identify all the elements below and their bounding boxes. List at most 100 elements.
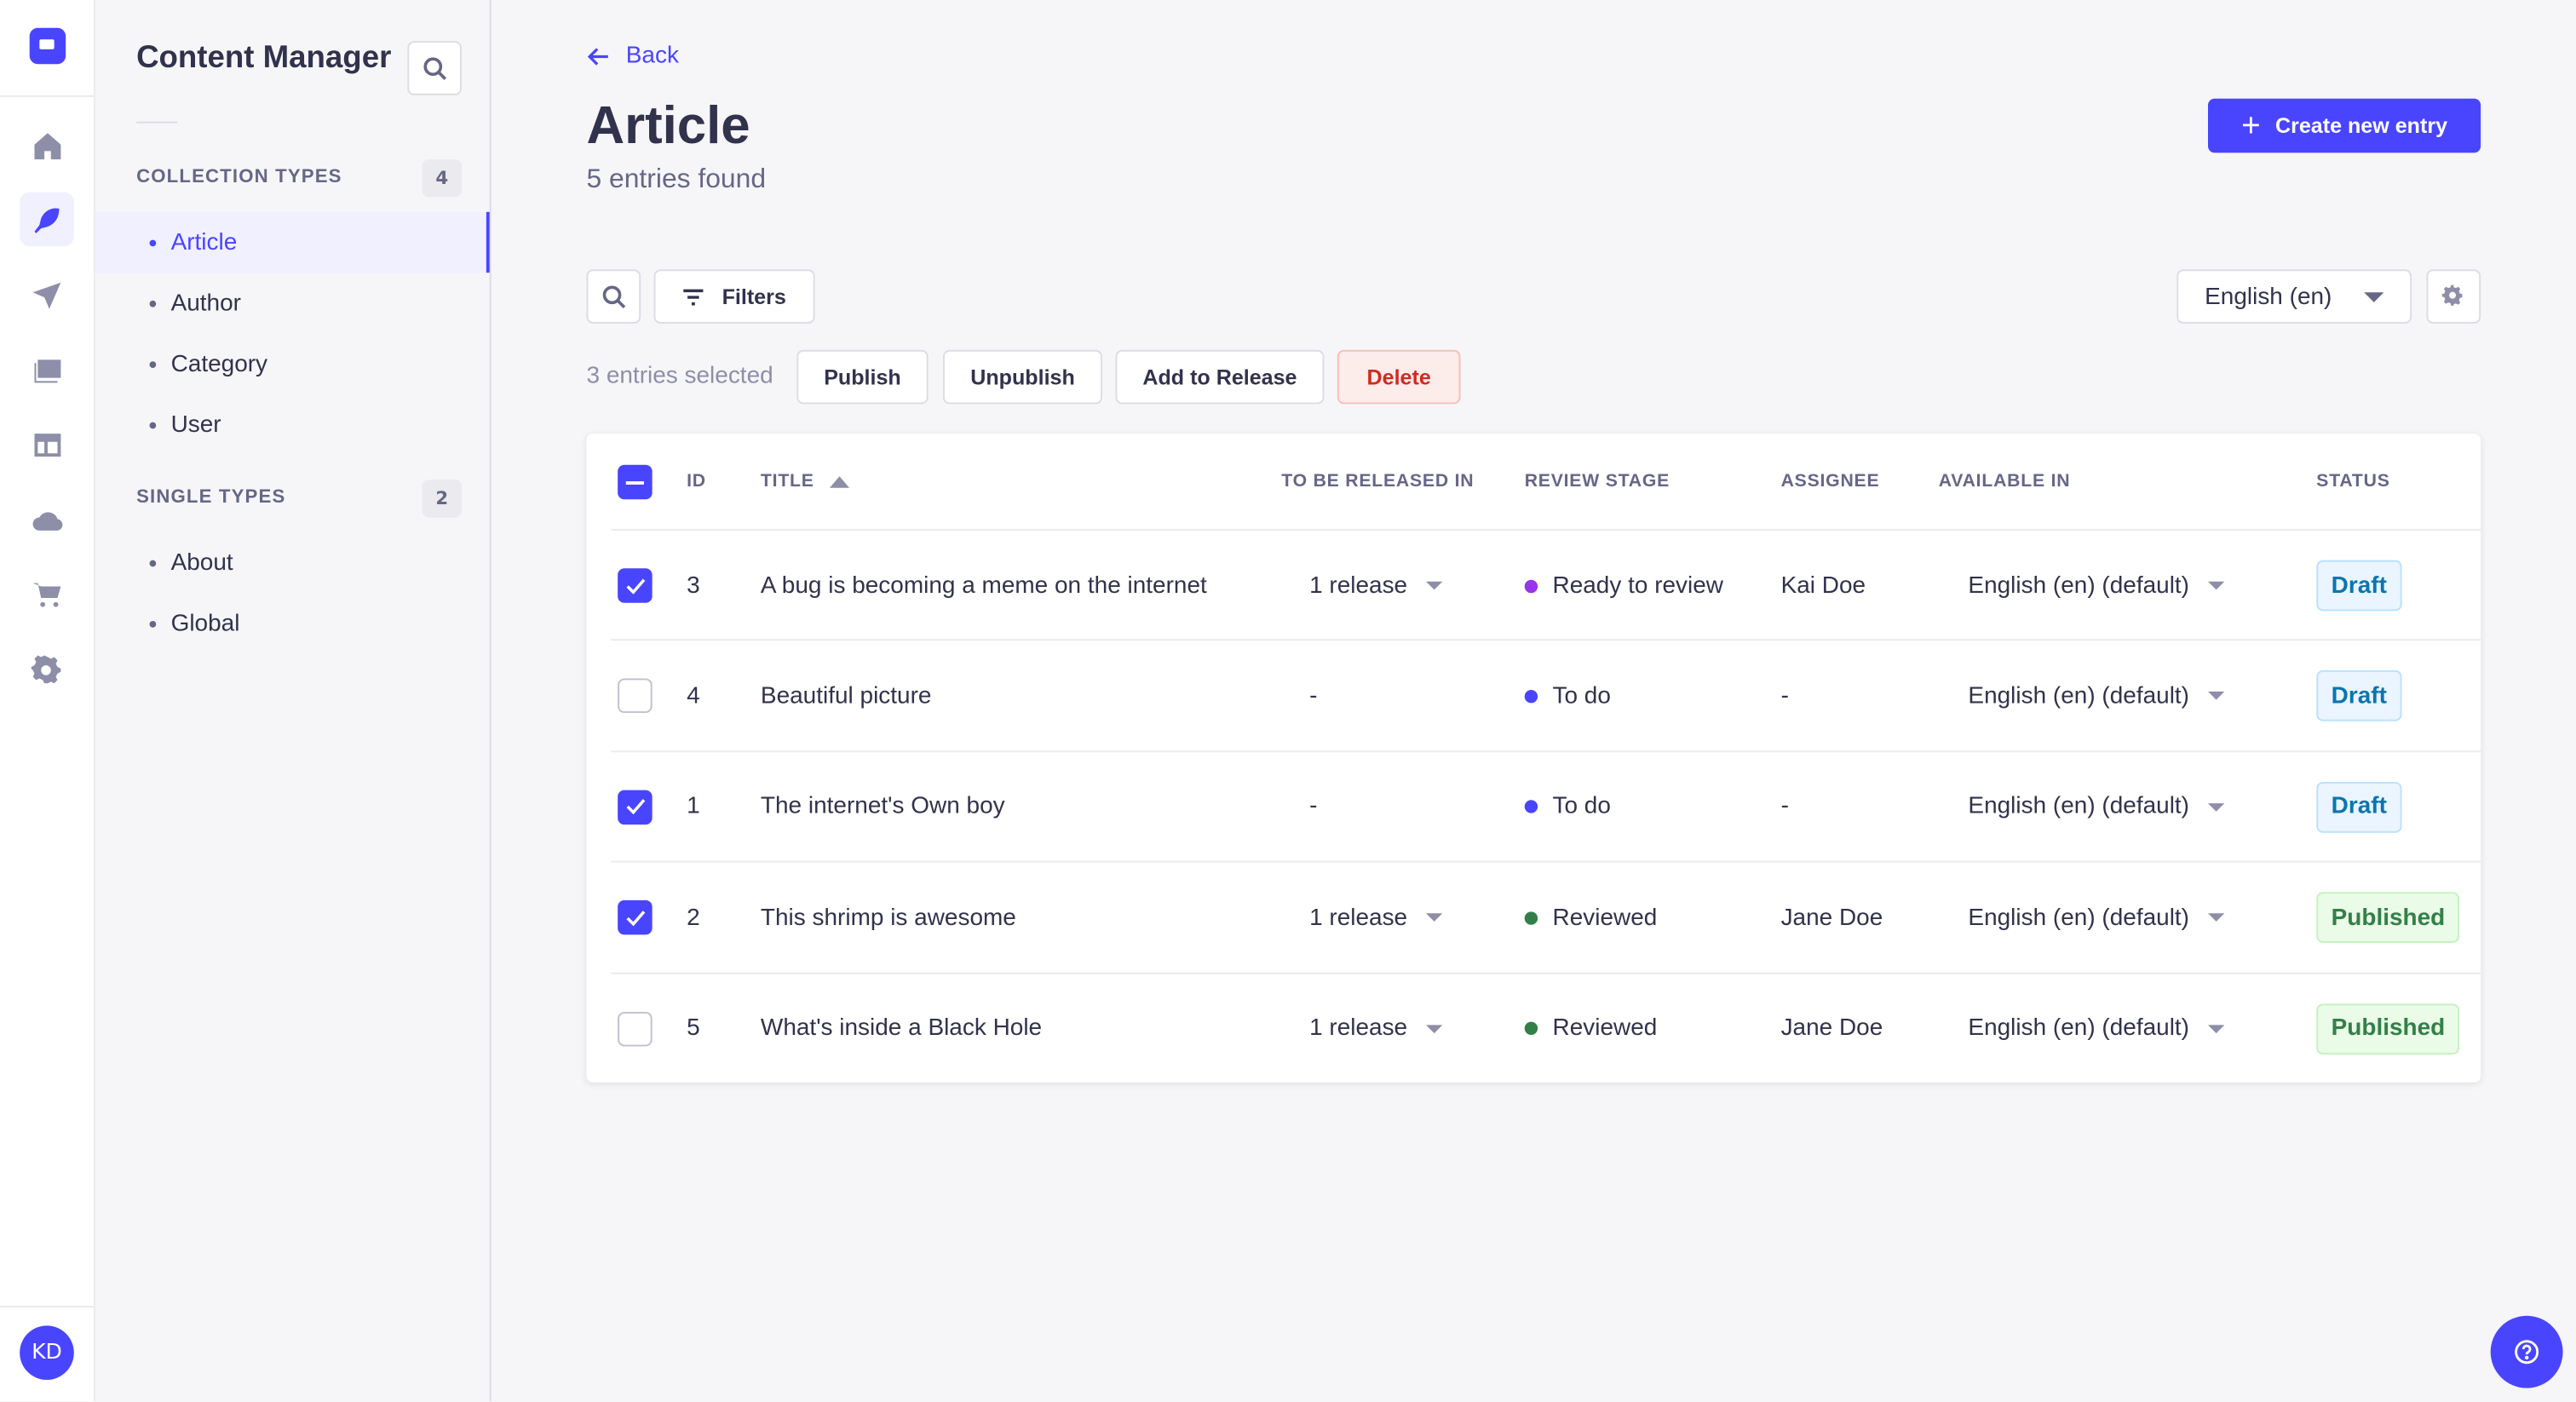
- table-row[interactable]: 3 A bug is becoming a meme on the intern…: [611, 528, 2481, 641]
- row-available-in[interactable]: English (en) (default): [1968, 752, 2224, 862]
- gear-icon: [30, 654, 60, 683]
- add-to-release-button[interactable]: Add to Release: [1115, 349, 1325, 405]
- back-link[interactable]: Back: [586, 43, 679, 69]
- column-header-title[interactable]: TITLE: [760, 471, 849, 491]
- user-avatar[interactable]: KD: [20, 1325, 74, 1380]
- chevron-down-icon: [2364, 291, 2384, 302]
- single-types-count: 2: [422, 480, 462, 518]
- row-checkbox[interactable]: [618, 679, 653, 714]
- back-label: Back: [625, 43, 679, 69]
- available-label: English (en) (default): [1968, 572, 2190, 599]
- available-label: English (en) (default): [1968, 1015, 2190, 1042]
- row-title: The internet's Own boy: [760, 794, 1005, 820]
- subnav-item-author[interactable]: Author: [95, 273, 490, 334]
- nav-layout[interactable]: [20, 417, 74, 472]
- chevron-down-icon: [2207, 692, 2224, 701]
- row-available-in[interactable]: English (en) (default): [1968, 641, 2224, 751]
- bullet-icon: [149, 238, 157, 246]
- subnav-item-label: Global: [170, 611, 240, 637]
- status-badge: Published: [2316, 892, 2460, 944]
- row-checkbox[interactable]: [618, 790, 653, 825]
- nav-images[interactable]: [20, 342, 74, 396]
- stage-label: Ready to review: [1552, 572, 1724, 599]
- release-label: -: [1309, 794, 1318, 820]
- cloud-icon: [32, 511, 62, 531]
- table-row[interactable]: 5 What's inside a Black Hole 1 release R…: [611, 971, 2481, 1083]
- column-header-release[interactable]: TO BE RELEASED IN: [1281, 471, 1475, 491]
- title-header-label: TITLE: [760, 471, 814, 491]
- stage-label: Reviewed: [1552, 905, 1658, 931]
- row-id: 2: [687, 905, 700, 931]
- locale-select[interactable]: English (en): [2176, 269, 2412, 324]
- status-badge: Draft: [2316, 781, 2402, 833]
- home-icon: [33, 132, 60, 159]
- row-checkbox[interactable]: [618, 568, 653, 603]
- subnav-item-about[interactable]: About: [95, 532, 490, 593]
- subnav-search-button[interactable]: [407, 41, 462, 95]
- filter-icon: [684, 288, 704, 305]
- divider: [136, 121, 178, 124]
- subnav-item-global[interactable]: Global: [95, 594, 490, 654]
- column-header-review-stage[interactable]: REVIEW STAGE: [1524, 471, 1670, 491]
- bullet-icon: [149, 559, 157, 566]
- row-available-in[interactable]: English (en) (default): [1968, 863, 2224, 973]
- nav-cloud[interactable]: [20, 493, 74, 548]
- column-header-id[interactable]: ID: [687, 471, 706, 491]
- subnav-title: Content Manager: [136, 41, 392, 76]
- status-badge: Published: [2316, 1003, 2460, 1054]
- nav-gear[interactable]: [20, 642, 74, 697]
- stage-dot-icon: [1524, 911, 1538, 925]
- subnav-item-category[interactable]: Category: [95, 335, 490, 395]
- arrow-left-icon: [587, 47, 608, 65]
- row-review-stage: Reviewed: [1524, 863, 1658, 973]
- row-available-in[interactable]: English (en) (default): [1968, 531, 2224, 641]
- bullet-icon: [149, 300, 157, 307]
- search-icon: [602, 285, 626, 309]
- row-assignee: Kai Doe: [1780, 572, 1866, 599]
- nav-home[interactable]: [20, 118, 74, 173]
- column-header-assignee[interactable]: ASSIGNEE: [1780, 471, 1880, 491]
- chevron-down-icon: [1425, 581, 1442, 590]
- search-button[interactable]: [586, 269, 641, 324]
- row-checkbox[interactable]: [618, 1011, 653, 1046]
- create-new-entry-button[interactable]: + Create new entry: [2207, 98, 2481, 153]
- release-label: 1 release: [1309, 572, 1408, 599]
- column-header-available-in[interactable]: AVAILABLE IN: [1938, 471, 2071, 491]
- select-all-checkbox[interactable]: [618, 464, 653, 500]
- help-button[interactable]: [2490, 1315, 2563, 1388]
- row-release: -: [1309, 641, 1317, 751]
- row-assignee: -: [1780, 683, 1789, 710]
- row-release[interactable]: 1 release: [1309, 863, 1442, 973]
- gear-icon: [2441, 284, 2463, 306]
- row-release[interactable]: 1 release: [1309, 974, 1442, 1083]
- filters-button[interactable]: Filters: [653, 269, 815, 324]
- strapi-logo[interactable]: [29, 27, 66, 65]
- table-row[interactable]: 4 Beautiful picture - To do - English (e…: [611, 639, 2481, 751]
- delete-button[interactable]: Delete: [1337, 349, 1461, 405]
- row-checkbox[interactable]: [618, 900, 653, 935]
- row-assignee: -: [1780, 794, 1789, 820]
- row-available-in[interactable]: English (en) (default): [1968, 974, 2224, 1083]
- chevron-down-icon: [1425, 1024, 1442, 1033]
- images-icon: [33, 359, 60, 382]
- subnav-item-user[interactable]: User: [95, 396, 490, 457]
- check-icon: [625, 799, 645, 815]
- row-title: Beautiful picture: [760, 683, 932, 710]
- create-label: Create new entry: [2274, 113, 2448, 138]
- table-row[interactable]: 1 The internet's Own boy - To do - Engli…: [611, 750, 2481, 860]
- unpublish-button[interactable]: Unpublish: [942, 349, 1103, 405]
- column-header-status[interactable]: STATUS: [2316, 471, 2390, 491]
- chevron-down-icon: [2207, 802, 2224, 812]
- release-label: 1 release: [1309, 905, 1408, 931]
- nav-feather[interactable]: [20, 192, 74, 247]
- publish-button[interactable]: Publish: [796, 349, 929, 405]
- row-title: What's inside a Black Hole: [760, 1015, 1043, 1042]
- subnav-item-article[interactable]: Article: [95, 211, 490, 273]
- subnav-item-label: Author: [170, 290, 241, 317]
- list-settings-button[interactable]: [2426, 269, 2481, 324]
- row-release[interactable]: 1 release: [1309, 531, 1442, 641]
- nav-cart[interactable]: [20, 566, 74, 621]
- nav-paper-plane[interactable]: [20, 267, 74, 322]
- table-row[interactable]: 2 This shrimp is awesome 1 release Revie…: [611, 860, 2481, 973]
- row-review-stage: To do: [1524, 752, 1611, 862]
